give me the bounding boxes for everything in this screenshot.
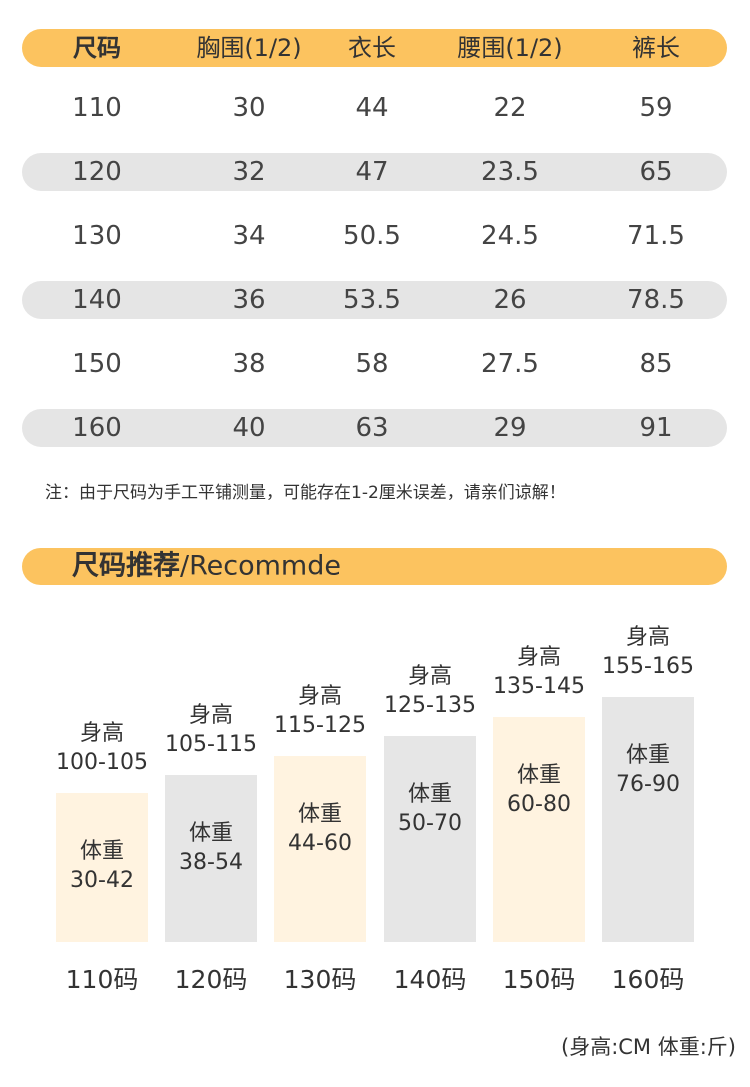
table-cell: 32 [232,157,266,187]
table-size-cell: 140 [72,285,122,315]
table-row-stripe [22,281,727,319]
weight-range-label: 体重 50-70 [398,782,462,836]
table-cell: 58 [355,349,389,379]
height-range-label: 身高 135-145 [493,645,585,699]
table-size-cell: 150 [72,349,122,379]
table-cell: 38 [232,349,266,379]
size-category-label: 160码 [611,965,685,994]
table-cell: 26 [493,285,527,315]
table-header-cell: 腰围(1/2) [457,34,563,62]
size-bar [493,717,585,942]
height-range-label: 身高 155-165 [602,625,694,679]
weight-range-label: 体重 38-54 [179,821,243,875]
units-note: (身高:CM 体重:斤) [561,1035,736,1059]
weight-range-label: 体重 76-90 [616,743,680,797]
table-cell: 29 [493,413,527,443]
table-cell: 47 [355,157,389,187]
size-category-label: 150码 [502,965,576,994]
table-header-cell: 衣长 [348,34,396,62]
size-bar [602,697,694,942]
table-cell: 71.5 [627,221,685,251]
size-bar [274,756,366,942]
table-cell: 22 [493,93,527,123]
height-range-label: 身高 100-105 [56,721,148,775]
recommend-title-main: 尺码推荐 [72,550,180,582]
table-cell: 23.5 [481,157,539,187]
weight-range-label: 体重 60-80 [507,763,571,817]
size-category-label: 110码 [65,965,139,994]
table-cell: 40 [232,413,266,443]
table-cell: 24.5 [481,221,539,251]
table-header-cell: 胸围(1/2) [196,34,302,62]
table-cell: 65 [639,157,673,187]
table-size-cell: 120 [72,157,122,187]
size-category-label: 120码 [174,965,248,994]
table-header-cell: 尺码 [73,34,121,62]
measurement-note: 注：由于尺码为手工平铺测量，可能存在1-2厘米误差，请亲们谅解！ [45,483,566,503]
size-bar [56,793,148,942]
table-header-cell: 裤长 [632,34,680,62]
size-category-label: 130码 [283,965,357,994]
table-cell: 85 [639,349,673,379]
recommend-title-sub: /Recommde [180,550,341,582]
table-row-stripe [22,409,727,447]
table-cell: 63 [355,413,389,443]
table-cell: 59 [639,93,673,123]
table-cell: 34 [232,221,266,251]
size-bar [165,775,257,942]
table-size-cell: 130 [72,221,122,251]
weight-range-label: 体重 30-42 [70,839,134,893]
table-row-stripe [22,153,727,191]
recommend-header [22,548,727,585]
weight-range-label: 体重 44-60 [288,802,352,856]
height-range-label: 身高 115-125 [274,684,366,738]
table-cell: 50.5 [343,221,401,251]
table-size-cell: 110 [72,93,122,123]
table-cell: 91 [639,413,673,443]
table-cell: 27.5 [481,349,539,379]
table-cell: 44 [355,93,389,123]
height-range-label: 身高 125-135 [384,664,476,718]
table-cell: 36 [232,285,266,315]
table-cell: 53.5 [343,285,401,315]
recommend-title: 尺码推荐/Recommde [72,553,341,580]
table-cell: 30 [232,93,266,123]
height-range-label: 身高 105-115 [165,703,257,757]
table-cell: 78.5 [627,285,685,315]
size-category-label: 140码 [393,965,467,994]
size-table-header [22,29,727,67]
size-bar [384,736,476,942]
table-size-cell: 160 [72,413,122,443]
